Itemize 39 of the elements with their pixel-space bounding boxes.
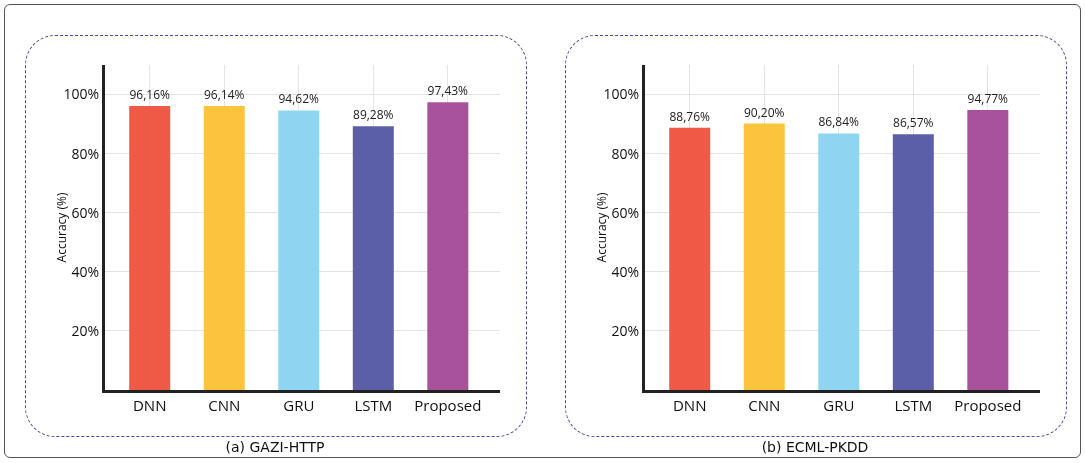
- data-label: 94,77%: [967, 90, 1009, 107]
- bar: [967, 110, 1009, 390]
- data-label: 96,16%: [129, 85, 170, 103]
- y-tick-label: 40%: [611, 261, 640, 281]
- y-axis-title: Accuracy (%): [592, 192, 610, 263]
- x-tick-label: DNN: [132, 395, 167, 415]
- y-tick-label: 60%: [71, 202, 100, 222]
- y-tick-label: 80%: [611, 143, 640, 163]
- y-tick-label: 20%: [611, 320, 640, 340]
- y-tick-label: 80%: [71, 143, 100, 163]
- data-label: 94,62%: [278, 90, 320, 108]
- y-tick-label: 60%: [611, 202, 640, 222]
- bar: [743, 123, 785, 390]
- x-tick-label: GRU: [283, 395, 315, 415]
- x-tick-label: CNN: [208, 395, 241, 415]
- y-tick-label: 100%: [603, 84, 640, 104]
- data-label: 97,43%: [427, 82, 469, 100]
- text: (a) GAZI-HTTP: [224, 439, 326, 455]
- x-tick-label: LSTM: [894, 395, 933, 415]
- data-label: 89,28%: [353, 106, 394, 124]
- x-tick-label: LSTM: [354, 395, 393, 415]
- x-tick-label: Proposed: [954, 395, 1022, 415]
- text: (b) ECML-PKDD: [760, 439, 870, 455]
- data-label: 96,14%: [203, 85, 245, 103]
- bar: [892, 134, 934, 390]
- y-tick-label: 40%: [71, 261, 100, 281]
- bar: [669, 127, 711, 390]
- data-label: 90,20%: [743, 103, 785, 121]
- y-tick-label: 100%: [63, 84, 100, 104]
- y-tick-label: 20%: [71, 320, 100, 340]
- bar: [818, 133, 860, 390]
- x-tick-label: GRU: [823, 395, 855, 415]
- y-axis-title: Accuracy (%): [52, 192, 70, 263]
- x-tick-label: Proposed: [414, 395, 482, 415]
- data-label: 86,57%: [893, 114, 934, 132]
- data-label: 88,76%: [669, 107, 710, 125]
- data-label: 86,84%: [818, 113, 860, 131]
- x-tick-label: CNN: [748, 395, 781, 415]
- x-tick-label: DNN: [672, 395, 707, 415]
